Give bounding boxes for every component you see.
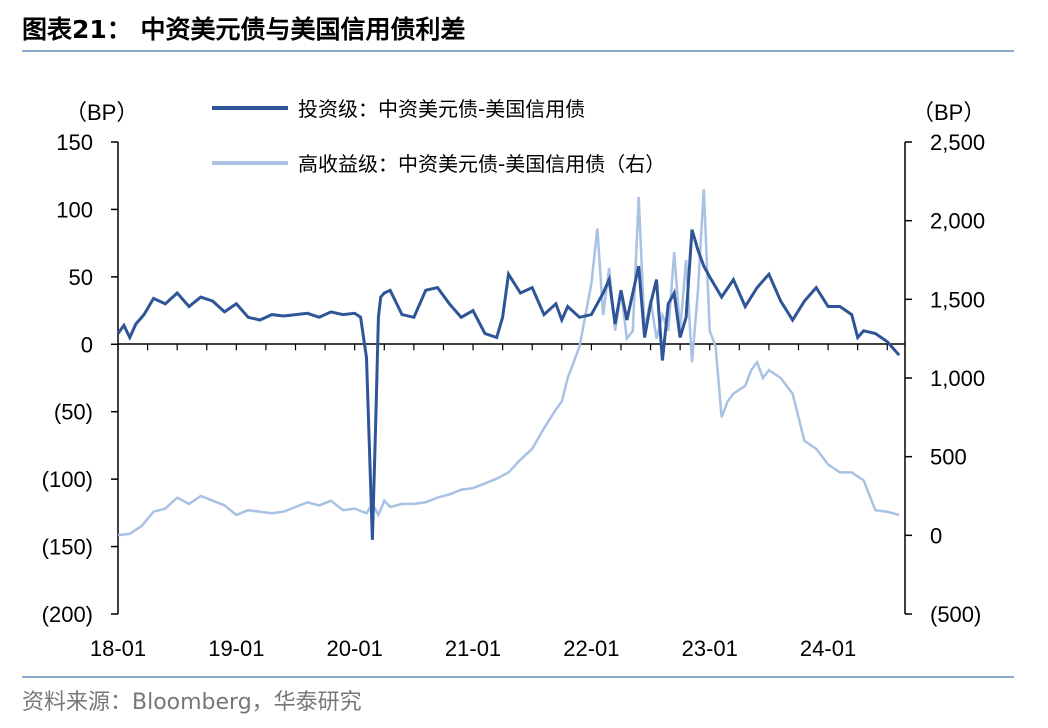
footer-rule	[22, 676, 1014, 678]
title-rule	[22, 50, 1014, 52]
left-tick-label: 0	[81, 332, 93, 357]
x-tick-label: 21-01	[445, 636, 501, 661]
left-tick-label: 100	[56, 197, 93, 222]
left-axis-ticks: 150 100 50 0 (50) (100) (150) (200)	[42, 130, 118, 627]
right-tick-label: 2,000	[930, 209, 985, 234]
x-tick-label: 23-01	[682, 636, 738, 661]
series-line-investment-grade	[116, 229, 901, 540]
right-tick-label: 1,500	[930, 287, 985, 312]
legend: 投资级：中资美元债-美国信用债 高收益级：中资美元债-美国信用债（右）	[212, 97, 665, 176]
left-tick-label: 150	[56, 130, 93, 155]
x-tick-label: 22-01	[563, 636, 619, 661]
chart-title: 图表21： 中资美元债与美国信用债利差	[22, 15, 466, 44]
x-tick-label: 20-01	[327, 636, 383, 661]
right-tick-label: (500)	[930, 602, 981, 627]
x-tick-label: 19-01	[208, 636, 264, 661]
left-tick-label: (100)	[42, 467, 93, 492]
x-tick-label: 18-01	[90, 636, 146, 661]
legend-label-high-yield: 高收益级：中资美元债-美国信用债（右）	[298, 152, 665, 176]
right-tick-label: 1,000	[930, 366, 985, 391]
right-tick-label: 500	[930, 445, 967, 470]
right-axis-ticks: 2,500 2,000 1,500 1,000 500 0 (500)	[905, 130, 985, 627]
left-tick-label: (150)	[42, 535, 93, 560]
left-tick-label: (200)	[42, 602, 93, 627]
series-line-high-yield	[117, 189, 900, 537]
x-axis-ticks: 18-01 19-01 20-01 21-01 22-01 23-01 24-01	[90, 344, 888, 661]
left-tick-label: 50	[69, 265, 93, 290]
right-tick-label: 0	[930, 523, 942, 548]
source-note: 资料来源：Bloomberg，华泰研究	[22, 690, 362, 715]
left-unit-label: （BP）	[65, 100, 138, 125]
legend-label-investment-grade: 投资级：中资美元债-美国信用债	[298, 97, 585, 121]
right-unit-label: （BP）	[912, 100, 985, 125]
left-tick-label: (50)	[54, 400, 93, 425]
x-tick-label: 24-01	[800, 636, 856, 661]
right-tick-label: 2,500	[930, 130, 985, 155]
